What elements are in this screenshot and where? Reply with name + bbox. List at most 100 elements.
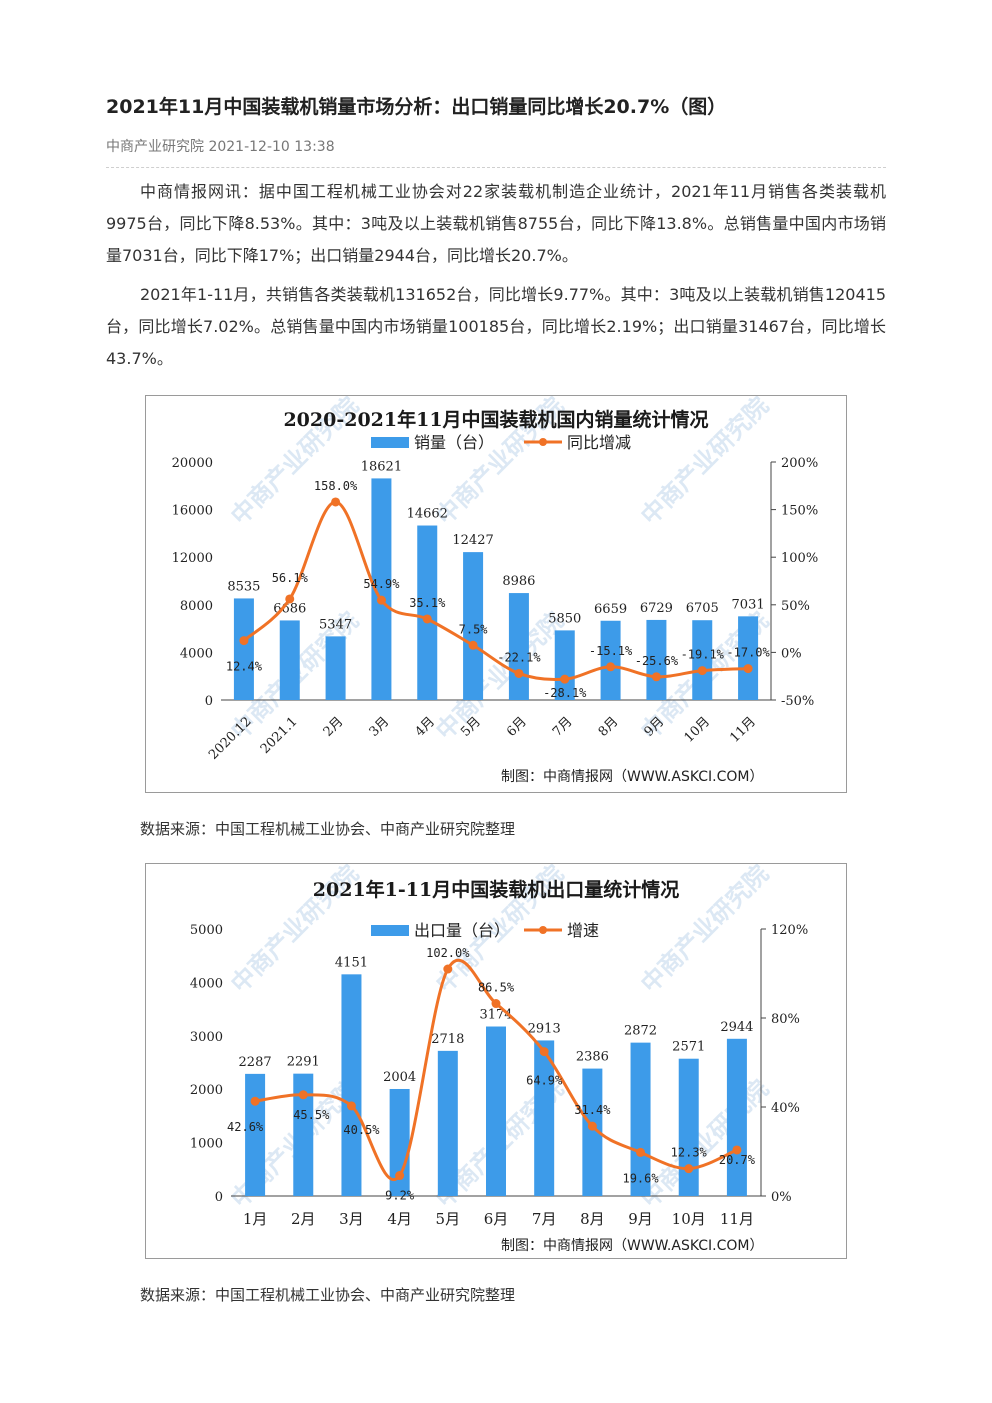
bar-value-label: 2571 (672, 1040, 705, 1055)
export-chart: 中商产业研究院中商产业研究院中商产业研究院中商产业研究院中商产业研究院中商产业研… (145, 863, 847, 1259)
bar (600, 620, 621, 700)
line-point (468, 640, 478, 650)
bar-value-label: 6686 (273, 601, 306, 616)
bar-value-label: 2872 (624, 1024, 657, 1039)
paragraph-2: 2021年1-11月，共销售各类装载机131652台，同比增长9.77%。其中：… (106, 285, 886, 368)
y-right-tick-label: 100% (781, 551, 818, 566)
x-tick-label: 1月 (243, 1210, 268, 1228)
bar (630, 1042, 651, 1196)
x-tick-label: 8月 (596, 714, 622, 740)
line-value-label: 56.1% (272, 571, 309, 585)
bar-value-label: 5850 (548, 611, 581, 626)
bar-value-label: 2386 (576, 1050, 609, 1065)
line-point (606, 662, 616, 672)
x-tick-label: 4月 (387, 1210, 412, 1228)
bar (389, 1088, 410, 1196)
source-caption-1: 数据来源：中国工程机械工业协会、中商产业研究院整理 (140, 820, 516, 838)
x-tick-label: 2月 (291, 1210, 316, 1228)
x-tick-label: 11月 (720, 1210, 754, 1228)
svg-text:中商产业研究院: 中商产业研究院 (430, 607, 569, 746)
bar-value-label: 8986 (502, 574, 535, 589)
line-point (376, 595, 386, 605)
bar-value-label: 6659 (594, 602, 627, 617)
line-point (587, 1121, 597, 1131)
legend-bar-swatch (371, 437, 409, 448)
y-left-tick-label: 5000 (190, 923, 223, 938)
line-point (443, 964, 453, 974)
bar (554, 630, 575, 700)
line-point (491, 999, 501, 1009)
line-value-label: 45.5% (293, 1108, 330, 1122)
bar (245, 1073, 266, 1196)
chart-legend: 销量（台） 同比增减 (371, 433, 631, 452)
bar-value-label: 2913 (528, 1021, 561, 1036)
line-value-label: 102.0% (426, 946, 470, 960)
bar (341, 974, 362, 1196)
line-value-label: 35.1% (409, 596, 446, 610)
y-right-tick-label: 80% (771, 1012, 800, 1027)
y-left-tick-label: 20000 (172, 456, 213, 471)
line-point (239, 636, 249, 646)
chart-legend: 出口量（台） 增速 (371, 921, 599, 940)
line-point (422, 614, 432, 624)
bar-value-label: 6705 (686, 601, 719, 616)
bar (508, 593, 529, 700)
x-tick-label: 4月 (412, 714, 438, 740)
y-right-tick-label: 50% (781, 599, 810, 614)
line-value-label: 86.5% (478, 981, 515, 995)
source-caption-2: 数据来源：中国工程机械工业协会、中商产业研究院整理 (140, 1286, 516, 1304)
bar (486, 1026, 506, 1196)
y-left-tick-label: 8000 (180, 599, 213, 614)
line-point (346, 1101, 356, 1111)
line-point (250, 1096, 260, 1106)
line-point (285, 594, 295, 604)
line-point (539, 1047, 549, 1057)
bar-value-label: 2291 (287, 1055, 320, 1070)
line-point (514, 668, 524, 678)
chart-title: 2020-2021年11月中国装载机国内销量统计情况 (283, 408, 708, 431)
line-value-label: 19.6% (622, 1171, 659, 1185)
line-point (395, 1171, 405, 1181)
legend-line-marker (539, 926, 547, 934)
line-value-label: 12.4% (226, 660, 263, 674)
bar (417, 525, 438, 700)
x-tick-label: 3月 (339, 1210, 364, 1228)
line-point (732, 1145, 742, 1155)
line-value-label: 20.7% (719, 1153, 756, 1167)
bar-value-label: 2004 (383, 1070, 416, 1085)
bar-value-label: 4151 (335, 955, 368, 970)
line-value-label: -15.1% (589, 644, 633, 658)
x-tick-label: 8月 (580, 1210, 605, 1228)
y-right-tick-label: 200% (781, 456, 818, 471)
bar-value-label: 8535 (227, 579, 260, 594)
legend-bar-label: 销量（台） (414, 433, 494, 452)
divider (106, 167, 886, 168)
line-value-label: 7.5% (459, 622, 489, 636)
x-tick-label: 9月 (628, 1210, 653, 1228)
y-right-tick-label: -50% (781, 694, 814, 709)
y-left-tick-label: 0 (205, 694, 213, 709)
line-point (636, 1147, 646, 1157)
y-left-tick-label: 4000 (180, 646, 213, 661)
bar (463, 552, 484, 700)
y-left-tick-label: 2000 (190, 1083, 223, 1098)
line-value-label: 31.4% (574, 1103, 611, 1117)
bar (582, 1068, 603, 1196)
bar (325, 636, 346, 700)
x-tick-label: 6月 (484, 1210, 509, 1228)
y-left-tick-label: 1000 (190, 1137, 223, 1152)
x-tick-label: 2月 (321, 714, 347, 740)
y-left-tick-label: 0 (215, 1190, 223, 1205)
y-left-tick-label: 3000 (190, 1030, 223, 1045)
bar (534, 1040, 555, 1196)
bar (293, 1073, 314, 1196)
chart-credit: 制图：中商情报网（WWW.ASKCI.COM） (501, 1238, 763, 1254)
bar (726, 1038, 747, 1196)
x-tick-label: 3月 (367, 714, 393, 740)
line-value-label: -17.0% (726, 646, 770, 660)
bar (692, 620, 713, 700)
bar-value-label: 5347 (319, 617, 352, 632)
article-byline: 中商产业研究院 2021-12-10 13:38 (106, 139, 335, 155)
bar (279, 620, 300, 700)
bar (437, 1050, 458, 1196)
